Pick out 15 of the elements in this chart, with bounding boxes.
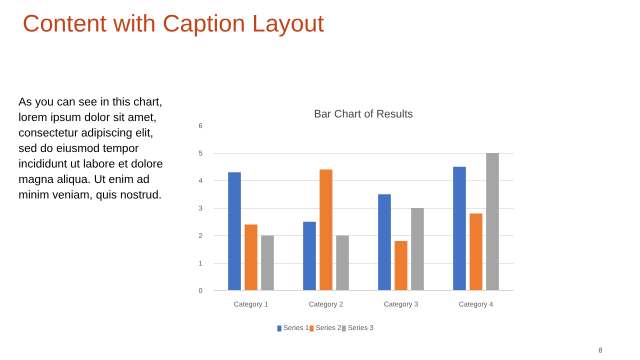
bar — [336, 236, 349, 290]
bar — [486, 153, 499, 290]
bar — [470, 214, 482, 290]
text: Content with Caption Layout — [22, 10, 324, 38]
chart-title: Bar Chart of Results — [314, 108, 414, 120]
bar — [320, 170, 332, 290]
bar — [228, 172, 241, 290]
bar — [453, 166, 466, 290]
bar — [303, 222, 316, 290]
bar — [244, 224, 258, 290]
bar — [411, 208, 424, 290]
bar — [378, 194, 391, 290]
text: As you can see in this chart, lorem ipsum dolor sit amet, consectetur adipiscing elit, sed do eiusmod tempor incididunt ut labore et dolore magna aliqua. Ut enim ad minim veniam, quis nostrud. — [18, 96, 163, 202]
bar — [261, 236, 274, 290]
bar — [394, 241, 408, 290]
